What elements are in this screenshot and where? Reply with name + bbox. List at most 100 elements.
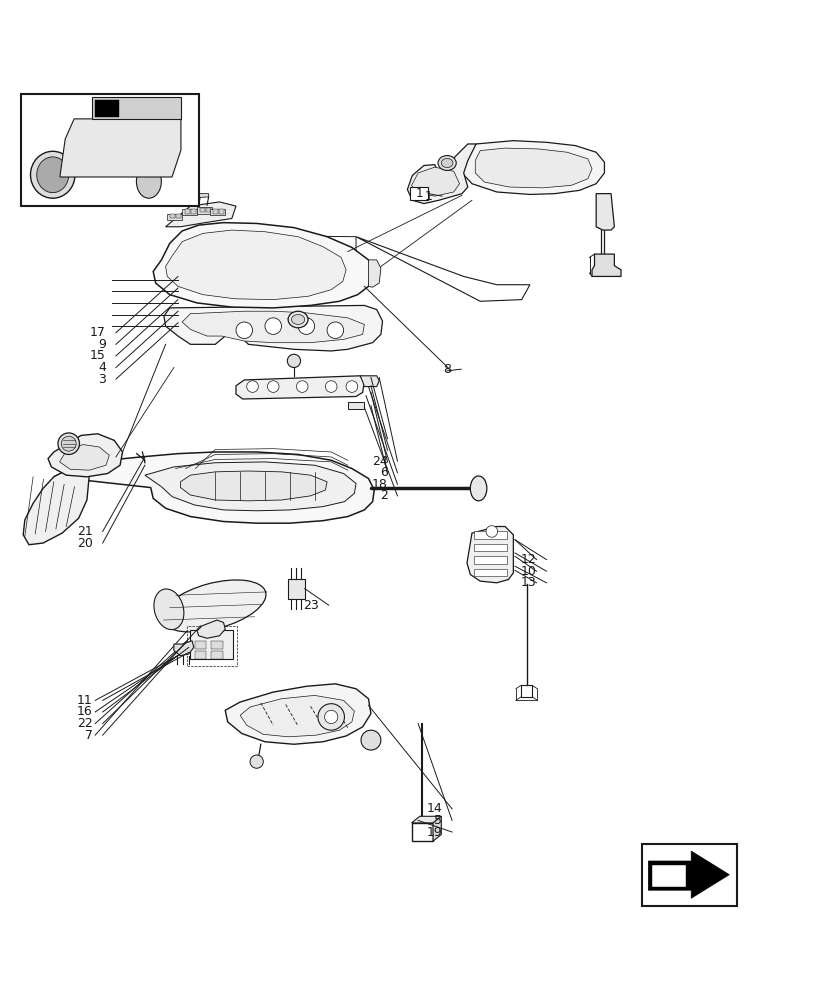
Text: 15: 15 <box>90 349 106 362</box>
Polygon shape <box>197 620 225 638</box>
Bar <box>194 651 206 659</box>
Bar <box>190 630 233 659</box>
Polygon shape <box>236 376 364 399</box>
Ellipse shape <box>318 704 344 730</box>
Bar <box>213 209 218 214</box>
Bar <box>95 100 118 117</box>
Polygon shape <box>288 579 304 599</box>
Text: 17: 17 <box>90 326 106 339</box>
Bar <box>194 641 206 649</box>
Bar <box>206 208 211 212</box>
Text: 3: 3 <box>98 373 106 386</box>
Bar <box>520 685 532 697</box>
Bar <box>211 651 222 659</box>
Bar <box>641 844 736 906</box>
Polygon shape <box>165 230 346 300</box>
Polygon shape <box>347 402 364 409</box>
Ellipse shape <box>246 381 258 392</box>
Text: 23: 23 <box>303 599 318 612</box>
Polygon shape <box>433 816 441 841</box>
Polygon shape <box>475 148 591 188</box>
Text: 2: 2 <box>379 489 387 502</box>
Bar <box>473 544 506 551</box>
Polygon shape <box>182 311 364 343</box>
Polygon shape <box>591 254 620 276</box>
Text: 5: 5 <box>433 814 442 827</box>
Ellipse shape <box>250 755 263 768</box>
Ellipse shape <box>291 315 304 324</box>
Polygon shape <box>411 167 459 196</box>
Text: 20: 20 <box>77 537 93 550</box>
Polygon shape <box>407 144 476 204</box>
Bar <box>187 626 237 666</box>
Bar <box>219 209 224 214</box>
Bar <box>197 207 212 214</box>
Ellipse shape <box>361 730 380 750</box>
Polygon shape <box>225 684 370 744</box>
Polygon shape <box>411 816 441 823</box>
Text: 21: 21 <box>77 525 93 538</box>
Polygon shape <box>194 235 356 276</box>
Polygon shape <box>595 194 614 230</box>
Text: 14: 14 <box>426 802 442 815</box>
Polygon shape <box>60 445 109 470</box>
Ellipse shape <box>470 476 486 501</box>
Polygon shape <box>461 141 604 194</box>
Text: 1: 1 <box>414 187 423 200</box>
Text: 24: 24 <box>371 455 387 468</box>
Polygon shape <box>145 462 356 511</box>
Bar <box>211 641 222 649</box>
Bar <box>191 209 196 214</box>
Ellipse shape <box>265 318 281 334</box>
Bar <box>182 209 197 215</box>
Bar <box>184 209 189 214</box>
Ellipse shape <box>154 589 184 630</box>
Polygon shape <box>153 223 372 308</box>
Polygon shape <box>92 97 180 119</box>
Text: 1: 1 <box>423 190 432 203</box>
Ellipse shape <box>236 322 252 339</box>
Ellipse shape <box>324 710 337 724</box>
Bar <box>21 94 198 206</box>
Bar <box>473 569 506 576</box>
Text: 11: 11 <box>77 694 93 707</box>
Bar <box>473 531 506 539</box>
Text: 7: 7 <box>84 729 93 742</box>
Polygon shape <box>174 641 194 656</box>
Text: 12: 12 <box>520 553 536 566</box>
Bar <box>170 214 174 218</box>
Text: 18: 18 <box>371 478 387 491</box>
Text: 10: 10 <box>520 565 536 578</box>
Bar <box>167 214 182 220</box>
Ellipse shape <box>296 381 308 392</box>
Polygon shape <box>54 452 374 523</box>
Text: 16: 16 <box>77 705 93 718</box>
Ellipse shape <box>327 322 343 339</box>
Ellipse shape <box>161 580 265 632</box>
Polygon shape <box>360 376 379 387</box>
Bar <box>409 187 428 200</box>
Ellipse shape <box>267 381 279 392</box>
Ellipse shape <box>325 381 337 392</box>
Text: 9: 9 <box>98 338 106 351</box>
Polygon shape <box>48 434 122 477</box>
Polygon shape <box>466 526 513 583</box>
Polygon shape <box>192 194 208 198</box>
Text: 19: 19 <box>426 826 442 839</box>
Ellipse shape <box>298 318 314 334</box>
Polygon shape <box>165 202 236 227</box>
Ellipse shape <box>136 165 161 198</box>
Polygon shape <box>240 695 354 737</box>
Text: 8: 8 <box>442 363 451 376</box>
Polygon shape <box>180 471 327 501</box>
Polygon shape <box>356 237 529 301</box>
Polygon shape <box>60 119 180 177</box>
Ellipse shape <box>441 158 452 168</box>
Text: 6: 6 <box>379 466 387 479</box>
Ellipse shape <box>287 354 300 368</box>
Bar <box>199 208 204 212</box>
Bar <box>176 214 181 218</box>
Text: 4: 4 <box>98 361 106 374</box>
Bar <box>411 823 433 841</box>
Polygon shape <box>23 467 89 545</box>
